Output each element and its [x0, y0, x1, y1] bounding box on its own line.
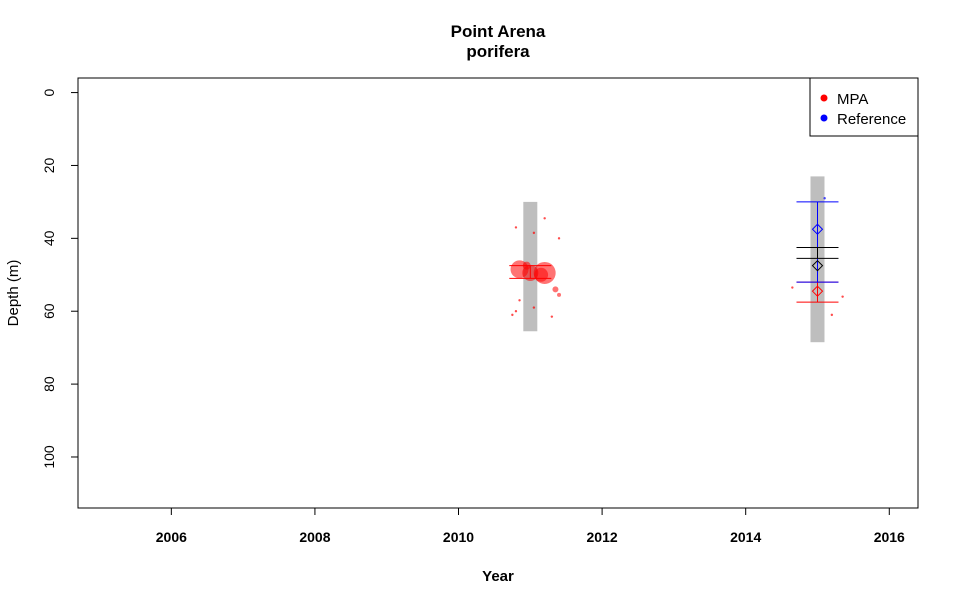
reference-mean-marker [811, 223, 824, 235]
x-tick-label: 2006 [156, 529, 187, 545]
mpa-point [532, 306, 536, 309]
data-layer [509, 176, 844, 343]
x-axis-label: Year [482, 568, 514, 585]
mpa-point [514, 226, 518, 229]
legend-mpa-marker [820, 94, 828, 102]
legend-box [809, 77, 919, 137]
x-tick-label: 2010 [443, 529, 474, 545]
x-axis: 2006 2008 2010 2012 2014 2016 [156, 508, 905, 545]
y-tick-label: 60 [41, 303, 57, 319]
mpa-point [557, 292, 562, 297]
x-tick-label: 2008 [299, 529, 330, 545]
mpa-point [543, 217, 546, 220]
mpa-point [557, 237, 561, 240]
legend: MPA Reference [809, 77, 919, 137]
mpa-point [511, 313, 514, 317]
legend-mpa-label: MPA [837, 91, 868, 108]
mpa-point [552, 286, 559, 293]
x-tick-label: 2012 [587, 529, 618, 545]
y-axis-label: Depth (m) [5, 260, 22, 327]
chart-subtitle: porifera [466, 42, 530, 61]
mpa-point [791, 286, 794, 289]
y-tick-label: 80 [41, 376, 57, 392]
y-tick-label: 0 [41, 88, 57, 96]
mpa-mean-marker [811, 285, 824, 297]
legend-reference-label: Reference [837, 111, 906, 128]
chart-title: Point Arena [451, 22, 546, 41]
plot-frame [77, 77, 919, 509]
y-axis: 0 20 40 60 80 100 [41, 88, 78, 469]
mpa-point [532, 231, 536, 235]
mpa-point [550, 315, 554, 318]
overall-mean-marker [811, 259, 824, 272]
mpa-point [841, 295, 844, 298]
mpa-point [830, 313, 834, 317]
mpa-point [518, 299, 521, 302]
x-tick-label: 2016 [874, 529, 905, 545]
legend-reference-marker [820, 114, 828, 122]
mpa-point [514, 310, 518, 313]
reference-point [823, 197, 826, 200]
x-tick-label: 2014 [730, 529, 761, 545]
y-tick-label: 20 [41, 157, 57, 173]
y-tick-label: 40 [41, 230, 57, 246]
y-tick-label: 100 [41, 445, 57, 469]
